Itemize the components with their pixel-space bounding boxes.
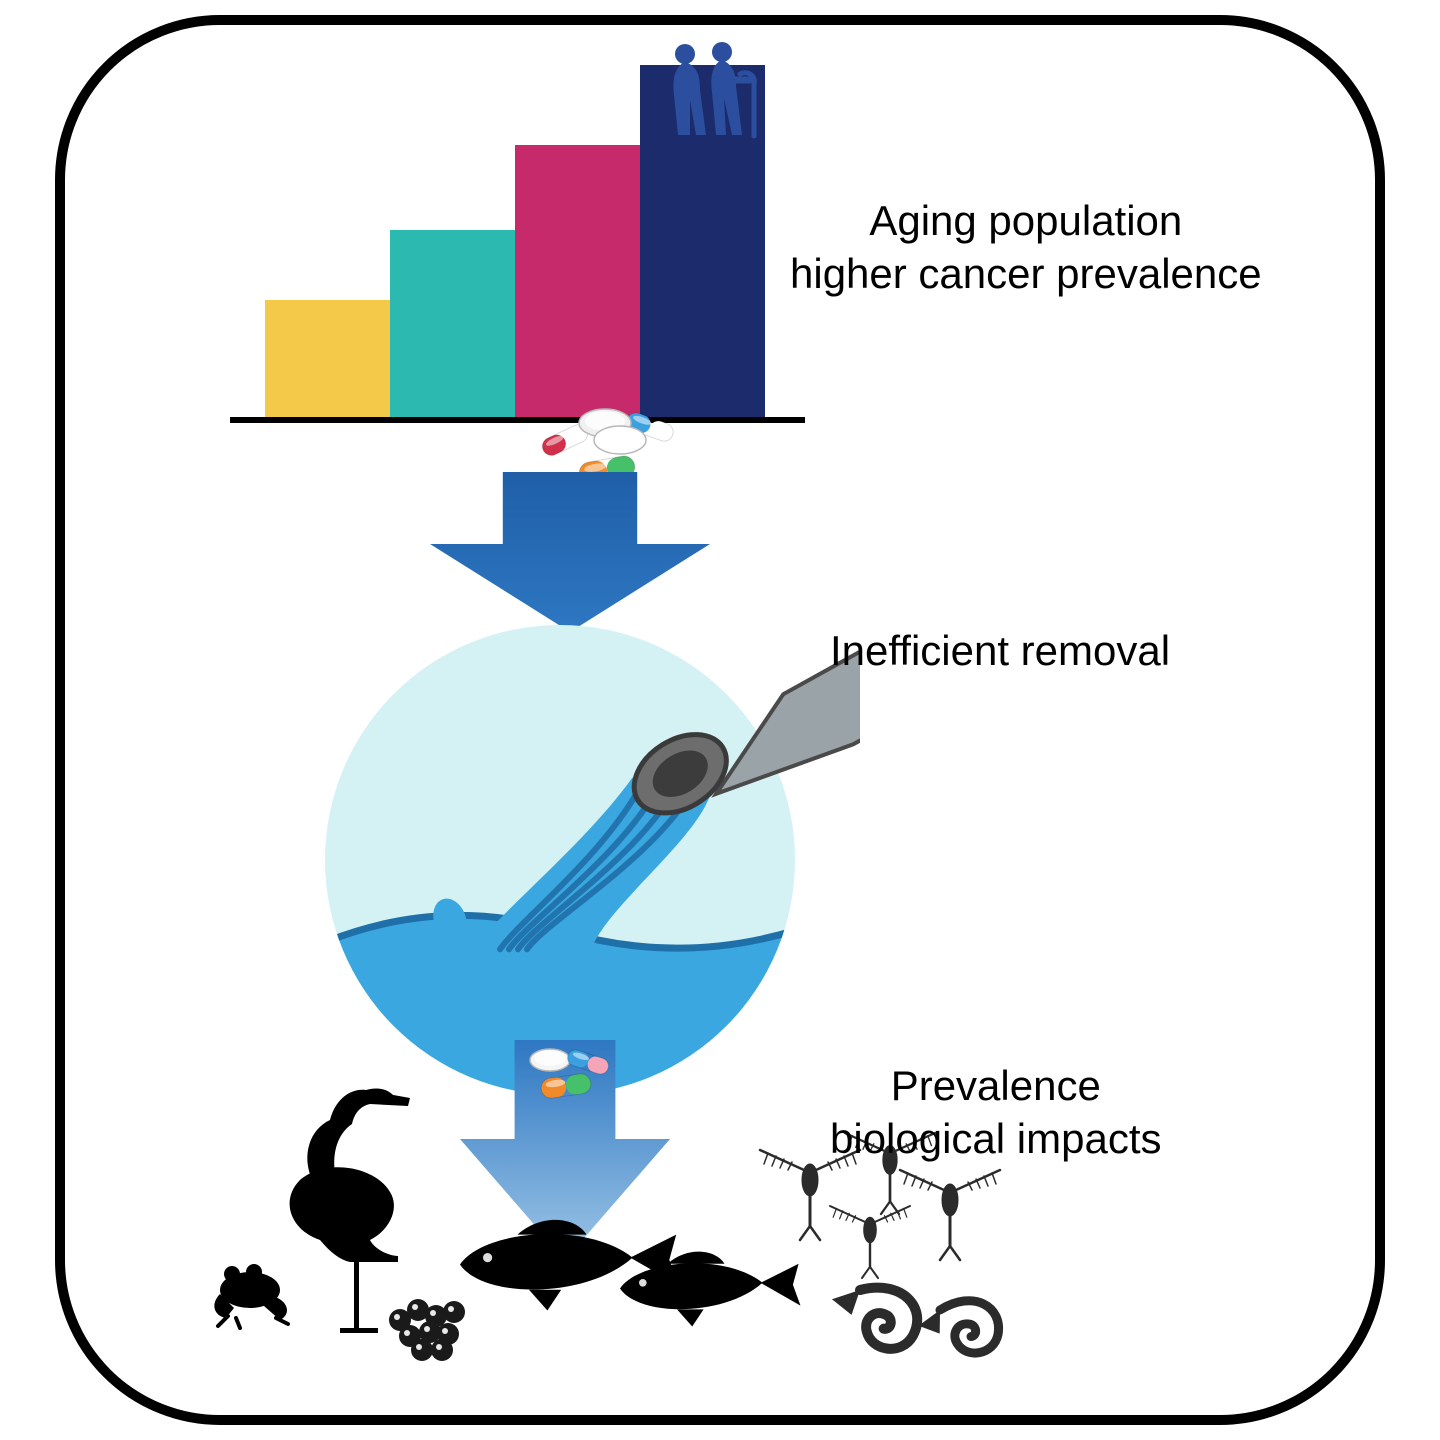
label-inefficient-removal: Inefficient removal: [830, 625, 1170, 678]
label-biological-impacts: Prevalence biological impacts: [830, 1060, 1162, 1165]
diagram-stage: Aging population higher cancer prevalenc…: [0, 0, 1440, 1440]
label-aging-population: Aging population higher cancer prevalenc…: [790, 195, 1262, 300]
